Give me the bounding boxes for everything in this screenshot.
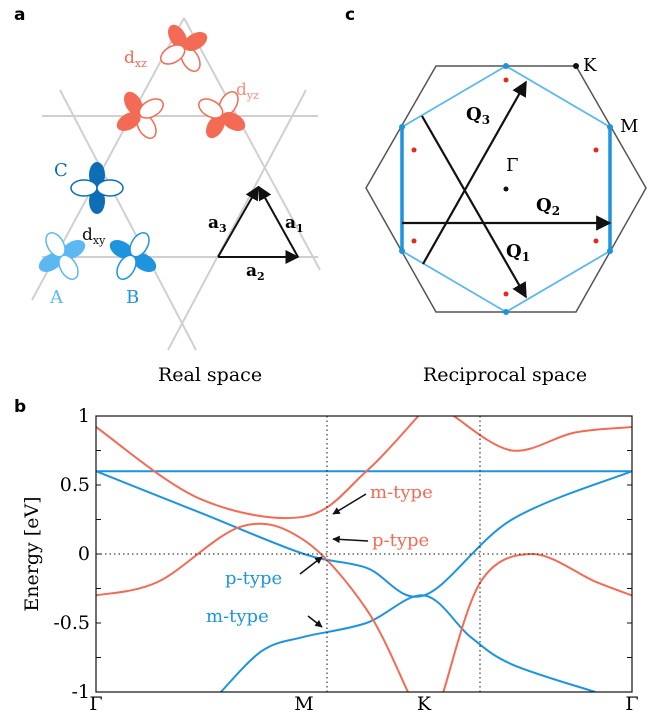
vector-a1-label: a1 xyxy=(285,213,304,235)
x-tick-label: Γ xyxy=(625,693,638,715)
lattice-vectors xyxy=(217,185,300,264)
annotation-arrow xyxy=(332,535,369,544)
lattice-line xyxy=(59,89,197,351)
lattice-line xyxy=(183,17,321,271)
dyz-label: dyz xyxy=(236,80,259,102)
k-point-dot xyxy=(573,63,579,69)
lattice-line xyxy=(167,89,307,351)
vector-Q1-label: Q1 xyxy=(506,241,530,264)
k-point-label: K xyxy=(583,55,597,76)
dyz-orbital-right xyxy=(198,91,246,139)
vector-a3 xyxy=(217,185,259,258)
reference-lines xyxy=(96,416,632,692)
vector-a2-label: a2 xyxy=(246,261,265,283)
band-line-2 xyxy=(220,594,596,692)
band-line-5 xyxy=(96,416,420,520)
panel-letter-b: b xyxy=(14,397,26,417)
vector-Q3-label: Q3 xyxy=(466,104,490,127)
annotation-m-type-blue: m-type xyxy=(206,606,269,627)
vector-a3-label: a3 xyxy=(208,213,227,235)
real-space-caption: Real space xyxy=(158,364,262,386)
axis-ticks xyxy=(96,415,632,693)
band-line-4 xyxy=(96,522,409,692)
vector-a1 xyxy=(258,185,299,258)
annotation-p-type-blue: p-type xyxy=(225,568,282,589)
panel-letter-c: c xyxy=(345,5,355,25)
red-dots xyxy=(411,77,599,297)
x-tick-label: K xyxy=(417,693,432,715)
dxz-orbital-top xyxy=(160,24,208,72)
annotation-arrow xyxy=(332,493,367,515)
dxy-orbital-A xyxy=(38,232,86,280)
dxy-orbital-B xyxy=(109,232,157,280)
panel-a: a xyxy=(14,5,321,386)
sublattice-label-C: C xyxy=(54,160,68,181)
band-line-1 xyxy=(96,470,632,598)
band-line-7 xyxy=(453,416,632,452)
vector-Q1 xyxy=(421,115,527,299)
panel-c: c K M Γ Q3 xyxy=(345,5,647,386)
vector-Q2-label: Q2 xyxy=(536,195,560,218)
y-tick-label: -1 xyxy=(71,681,90,703)
nesting-vectors xyxy=(402,80,612,299)
band-lines xyxy=(96,416,632,692)
annotation-arrow xyxy=(307,615,323,628)
annotation-p-type-red: p-type xyxy=(372,530,429,551)
y-tick-label: 1 xyxy=(78,405,90,427)
y-tick-label: 0.5 xyxy=(60,474,90,496)
x-tick-label: Γ xyxy=(89,693,102,715)
vertex-dots xyxy=(399,63,613,315)
reciprocal-space-caption: Reciprocal space xyxy=(423,364,587,386)
vector-Q3 xyxy=(422,80,527,265)
sublattice-label-B: B xyxy=(126,287,139,308)
tick-labels: 10.50-0.5-1Γ M K Γ xyxy=(53,405,638,715)
y-axis-label: Energy [eV] xyxy=(21,496,43,611)
gamma-point-dot xyxy=(503,186,509,192)
y-tick-label: -0.5 xyxy=(53,612,90,634)
dxy-label: dxy xyxy=(82,225,106,247)
annotation-arrow xyxy=(299,556,323,575)
panel-b: b Energy [eV] 10.50-0.5-1Γ M K Γ m-type p-t… xyxy=(14,397,639,715)
m-point-label: M xyxy=(620,116,638,137)
x-tick-label: M xyxy=(294,693,313,715)
dxz-label: dxz xyxy=(124,48,147,70)
dxz-orbital-left xyxy=(116,91,164,139)
gamma-point-label: Γ xyxy=(506,155,519,176)
panel-letter-a: a xyxy=(14,5,25,25)
y-tick-label: 0 xyxy=(78,543,90,565)
band-line-6 xyxy=(442,552,632,692)
dxy-orbital-C xyxy=(70,162,124,214)
annotation-m-type-red: m-type xyxy=(370,482,433,503)
kagome-lattice xyxy=(31,17,321,351)
sublattice-label-A: A xyxy=(49,287,64,308)
